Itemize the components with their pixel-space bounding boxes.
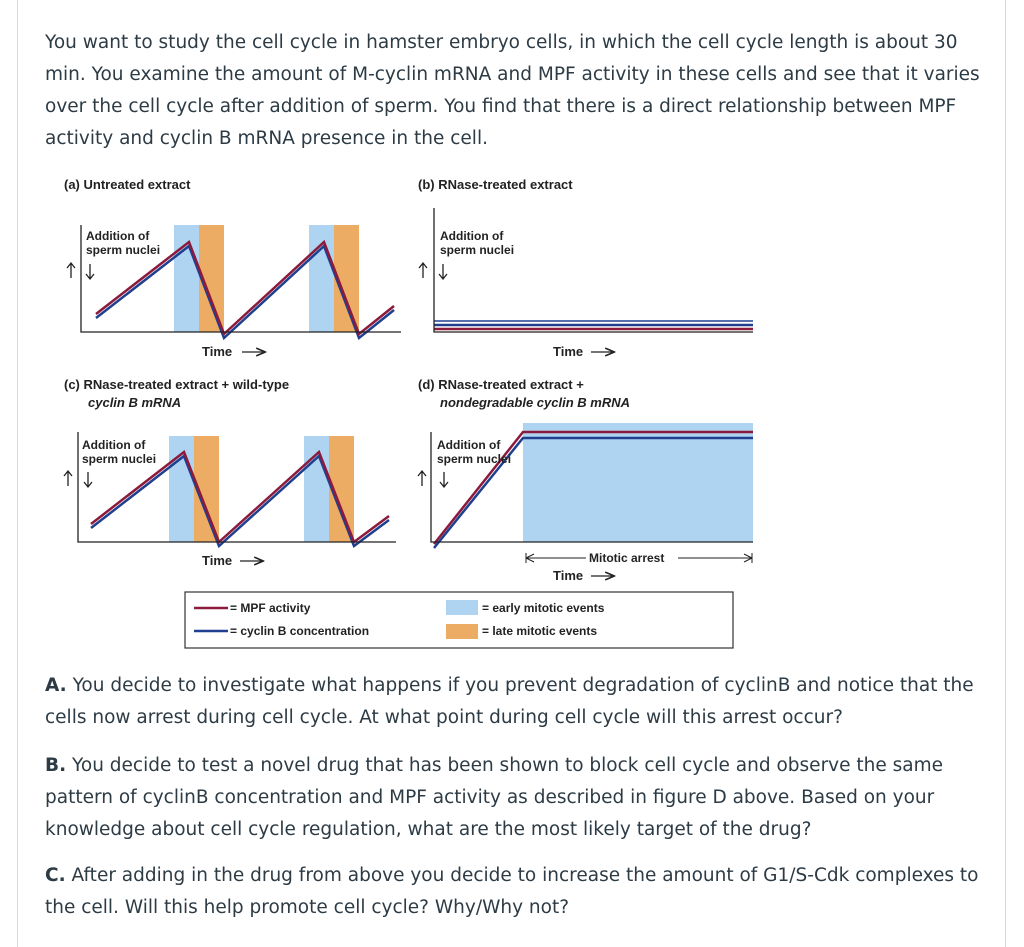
panel-b-annot-1: Addition of <box>440 229 504 243</box>
legend-early-label: = early mitotic events <box>482 601 605 615</box>
panel-c-up-arrow <box>63 469 73 486</box>
panel-b-axes <box>433 208 753 333</box>
panel-d-title-1: (d) RNase-treated extract + <box>418 377 584 392</box>
panel-b-annot-2: sperm nuclei <box>440 243 514 257</box>
panel-d-up-arrow <box>417 469 427 486</box>
panel-d-xlabel: Time <box>553 568 583 583</box>
panel-b-up-arrow <box>418 261 428 278</box>
question-a-text: You decide to investigate what happens i… <box>45 675 974 728</box>
legend: = MPF activity = cyclin B concentration … <box>184 591 734 649</box>
panel-d-axes <box>430 432 753 543</box>
question-b: B. You decide to test a novel drug that … <box>45 750 985 846</box>
question-c: C. After adding in the drug from above y… <box>45 860 985 924</box>
panel-b-down-arrow <box>438 264 448 281</box>
panel-a-up-arrow <box>66 261 76 278</box>
panel-a-cyclin-line <box>95 243 395 341</box>
panel-c-annot-1: Addition of <box>82 438 146 452</box>
panel-c-axes <box>77 432 396 543</box>
panel-a-axes <box>80 225 401 333</box>
panel-a-down-arrow <box>85 264 95 281</box>
panel-d-down-arrow <box>439 472 449 489</box>
question-b-text: You decide to test a novel drug that has… <box>45 755 944 840</box>
panel-c-annot-2: sperm nuclei <box>82 452 156 466</box>
panel-d-title-2: nondegradable cyclin B mRNA <box>440 395 630 410</box>
panel-d: (d) RNase-treated extract + nondegradabl… <box>417 377 753 583</box>
panel-a: (a) Untreated extract Addition of sperm … <box>64 177 401 359</box>
legend-cyclin-label: = cyclin B concentration <box>230 624 369 638</box>
panel-c: (c) RNase-treated extract + wild-type cy… <box>63 377 396 568</box>
panel-c-mpf-line <box>90 449 390 545</box>
legend-late-label: = late mitotic events <box>482 624 597 638</box>
panel-d-annot-2: sperm nuclei <box>437 452 511 466</box>
panel-c-early-band-2 <box>304 436 329 542</box>
panel-c-down-arrow <box>83 472 93 489</box>
panel-b-title: (b) RNase-treated extract <box>418 177 573 192</box>
question-c-text: After adding in the drug from above you … <box>45 865 979 918</box>
legend-late-swatch <box>446 624 478 639</box>
question-c-label: C. <box>45 865 66 886</box>
question-a-label: A. <box>45 675 67 696</box>
panel-c-xlabel: Time <box>202 553 232 568</box>
panel-c-title-2: cyclin B mRNA <box>88 395 181 410</box>
cell-cycle-figure: (a) Untreated extract Addition of sperm … <box>63 177 753 649</box>
question-b-label: B. <box>45 755 67 776</box>
legend-mpf-label: = MPF activity <box>230 601 311 615</box>
panel-d-annot-1: Addition of <box>437 438 501 452</box>
panel-d-mpf-line <box>433 430 753 545</box>
panel-d-arrest-right-arrow <box>743 553 753 563</box>
panel-a-title: (a) Untreated extract <box>64 177 191 192</box>
intro-paragraph: You want to study the cell cycle in hams… <box>45 32 980 149</box>
panel-b-xlabel: Time <box>553 344 583 359</box>
panel-a-xlabel: Time <box>202 344 232 359</box>
panel-a-early-band-1 <box>174 225 199 332</box>
question-card: You want to study the cell cycle in hams… <box>17 0 1006 947</box>
panel-a-mpf-line <box>95 239 395 337</box>
panel-d-arrest-label: Mitotic arrest <box>589 551 664 565</box>
panel-b: (b) RNase-treated extract Addition of sp… <box>418 177 753 359</box>
panel-d-arrest-left-arrow <box>525 553 535 563</box>
question-a: A. You decide to investigate what happen… <box>45 670 985 734</box>
legend-early-swatch <box>446 600 478 615</box>
panel-a-annot-2: sperm nuclei <box>86 243 160 257</box>
panel-d-cyclin-line <box>433 436 753 549</box>
panel-d-early-region <box>523 423 753 542</box>
panel-a-early-band-2 <box>309 225 334 332</box>
panel-a-annot-1: Addition of <box>86 229 150 243</box>
panel-c-early-band-1 <box>169 436 194 542</box>
panel-c-title-1: (c) RNase-treated extract + wild-type <box>64 377 289 392</box>
